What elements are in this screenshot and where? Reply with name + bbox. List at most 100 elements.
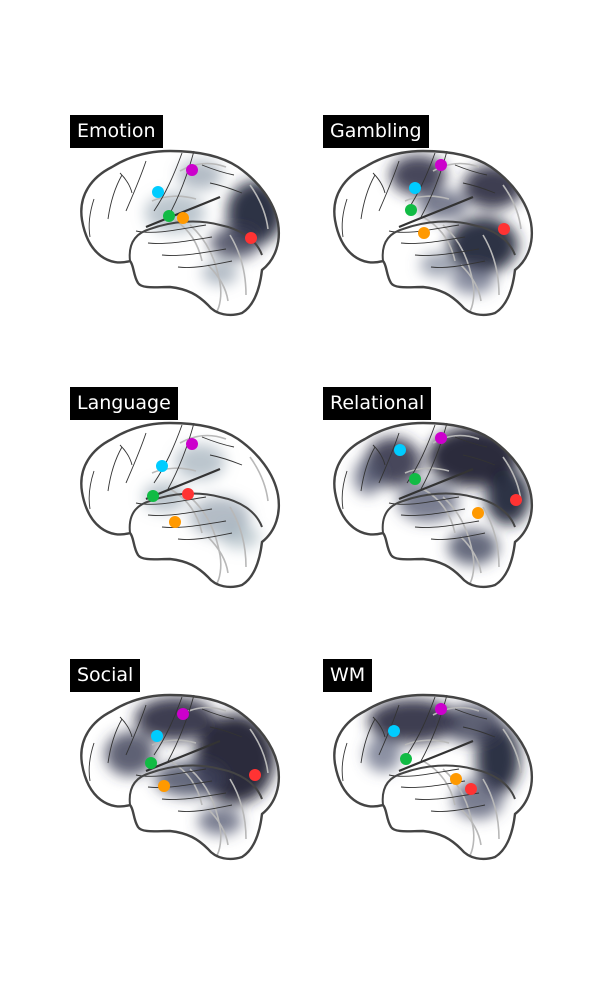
sulcus-line: [125, 160, 147, 212]
panel-title-emotion: Emotion: [70, 115, 163, 148]
sulcus-line: [107, 174, 123, 220]
medial-contour: [249, 728, 269, 774]
temporal-lobe-outline: [381, 492, 516, 534]
medial-contour: [422, 760, 456, 806]
sulcus-line: [462, 454, 496, 466]
brain-outline: [333, 693, 533, 861]
marker-orange: [418, 227, 430, 239]
sulcus-line: [420, 694, 448, 762]
marker-orange: [158, 780, 170, 792]
medial-contour: [442, 224, 475, 314]
brain-plot-gambling: [333, 149, 533, 317]
panel-language: Language: [70, 387, 300, 589]
medial-contour: [207, 264, 229, 302]
medial-contour: [404, 739, 450, 746]
activation-blob: [135, 697, 215, 741]
sulcus-line: [341, 470, 348, 510]
activation-blob: [443, 704, 503, 744]
medial-contour: [249, 184, 269, 230]
sulcus-line: [420, 150, 448, 218]
marker-magenta: [435, 432, 447, 444]
brain-outline: [80, 421, 280, 589]
brain-plot-relational: [333, 421, 533, 589]
sulcus-line: [88, 742, 95, 782]
panel-emotion: Emotion: [70, 115, 300, 317]
medial-contour: [229, 234, 247, 296]
medial-contour: [189, 224, 222, 314]
activation-map: [143, 444, 260, 549]
marker-cyan: [152, 186, 164, 198]
sulcus-line: [119, 172, 133, 194]
medial-contour: [502, 184, 522, 230]
panel-wm: WM: [323, 659, 553, 861]
marker-red: [182, 488, 194, 500]
marker-cyan: [388, 725, 400, 737]
marker-green: [163, 210, 175, 222]
medial-contour: [249, 456, 269, 502]
panel-title-wm: WM: [323, 659, 373, 692]
sulcus-line: [167, 694, 195, 762]
medial-contour: [502, 728, 522, 774]
marker-magenta: [177, 708, 189, 720]
sulcus-line: [201, 436, 235, 448]
sulcus-line: [430, 532, 486, 540]
panel-social: Social: [70, 659, 300, 861]
sulcus-line: [420, 422, 448, 490]
panel-title-relational: Relational: [323, 387, 432, 420]
activation-blob: [390, 155, 446, 195]
sulcus-line: [414, 520, 480, 528]
panel-title-social: Social: [70, 659, 141, 692]
marker-orange: [472, 507, 484, 519]
sulcus-line: [201, 164, 235, 176]
medial-contour: [404, 467, 450, 474]
activation-map: [365, 699, 520, 819]
sulcus-line: [153, 424, 183, 484]
sulcus-line: [119, 716, 133, 738]
sulcus-line: [400, 236, 466, 244]
sulcus-line: [119, 444, 133, 466]
lateral-sulcus: [398, 739, 474, 773]
medial-contour: [404, 195, 450, 202]
activation-blob: [486, 469, 530, 525]
sulcus-line: [360, 446, 376, 492]
sulcus-line: [88, 198, 95, 238]
sulcus-line: [360, 174, 376, 220]
marker-green: [400, 753, 412, 765]
sulcus-line: [414, 248, 480, 256]
medial-contour: [179, 162, 227, 172]
medial-contour: [442, 496, 475, 586]
activation-map: [145, 160, 279, 285]
sulcus-line: [125, 704, 147, 756]
medial-contour: [432, 162, 480, 172]
sulcus-line: [372, 172, 386, 194]
temporal-lobe-outline: [381, 764, 516, 806]
medial-contour: [422, 216, 456, 262]
sulcus-line: [341, 198, 348, 238]
marker-magenta: [435, 159, 447, 171]
sulcus-line: [378, 432, 400, 484]
medial-contour: [422, 488, 456, 534]
sulcus-line: [454, 436, 488, 448]
activation-blob: [198, 807, 242, 835]
activation-blob: [105, 732, 155, 776]
marker-green: [145, 757, 157, 769]
brain-plot-language: [80, 421, 280, 589]
medial-contour: [169, 488, 203, 534]
medial-contour: [151, 739, 197, 746]
sulcus-line: [430, 260, 486, 268]
brain-outline: [80, 149, 280, 317]
sulcus-line: [454, 708, 488, 720]
medial-contour: [229, 506, 247, 568]
marker-cyan: [409, 182, 421, 194]
lateral-sulcus: [398, 195, 474, 229]
sulcus-line: [147, 508, 213, 516]
sulcus-line: [378, 160, 400, 212]
sulcus-line: [88, 470, 95, 510]
marker-green: [147, 490, 159, 502]
sulcus-line: [125, 432, 147, 484]
lateral-sulcus: [398, 467, 474, 501]
medial-contour: [482, 234, 500, 296]
medial-contour: [189, 768, 222, 858]
sulcus-line: [360, 718, 376, 764]
sulcus-line: [462, 182, 496, 194]
